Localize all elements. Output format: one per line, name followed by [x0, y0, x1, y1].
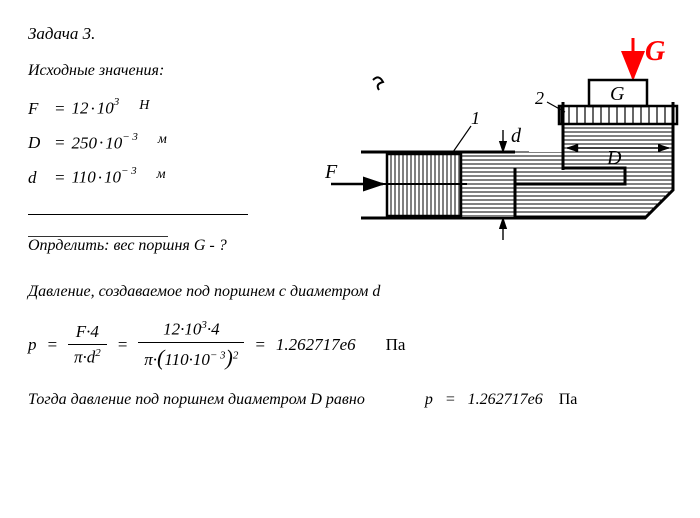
var-d: d [28, 168, 48, 188]
val-d: 110·10− 3 [71, 167, 136, 188]
result-2: p = 1.262717e6 Па [425, 391, 578, 409]
label-D: D [606, 147, 622, 169]
divider-short [28, 236, 168, 237]
eq-sign: = [47, 335, 58, 355]
formula-result: 1.262717e6 [276, 335, 356, 355]
label-G-box: G [610, 83, 625, 105]
note-2-line: Тогда давление под поршнем диаметром D р… [28, 391, 672, 409]
piston-2-plate [559, 106, 677, 124]
frac-den: π·d2 [68, 345, 107, 368]
var-F: F [28, 99, 48, 119]
unit-D: м [158, 132, 167, 148]
formula-pressure: p = F·4 π·d2 = 12·103·4 π·(110·10− 3)2 =… [28, 319, 672, 371]
frac-den: π·(110·10− 3)2 [138, 343, 244, 371]
formula-lhs: p [28, 335, 37, 355]
note-2: Тогда давление под поршнем диаметром D р… [28, 391, 365, 409]
hydraulic-diagram: G G 2 D [325, 30, 695, 290]
eq-sign: = [54, 133, 65, 153]
label-d: d [511, 125, 522, 147]
val-D: 250·10− 3 [71, 133, 137, 154]
formula-unit: Па [386, 335, 406, 355]
label-2: 2 [535, 88, 544, 108]
var-D: D [28, 133, 48, 153]
piston-1 [387, 154, 461, 216]
frac-num: F·4 [70, 322, 105, 344]
label-F: F [324, 161, 338, 183]
unit-d: м [157, 167, 166, 183]
eq-sign: = [54, 99, 65, 119]
label-G-red: G [645, 36, 665, 67]
label-1: 1 [471, 108, 480, 128]
scribble-mark [373, 77, 383, 90]
fluid-left [461, 154, 515, 216]
frac-num: 12·103·4 [157, 319, 226, 342]
unit-F: Н [139, 98, 149, 114]
val-F: 12·103 [71, 98, 119, 119]
divider-given [28, 214, 248, 215]
eq-sign: = [117, 335, 128, 355]
fraction-symbolic: F·4 π·d2 [68, 322, 107, 368]
eq-sign: = [54, 168, 65, 188]
eq-sign: = [254, 335, 265, 355]
fraction-numeric: 12·103·4 π·(110·10− 3)2 [138, 319, 244, 371]
